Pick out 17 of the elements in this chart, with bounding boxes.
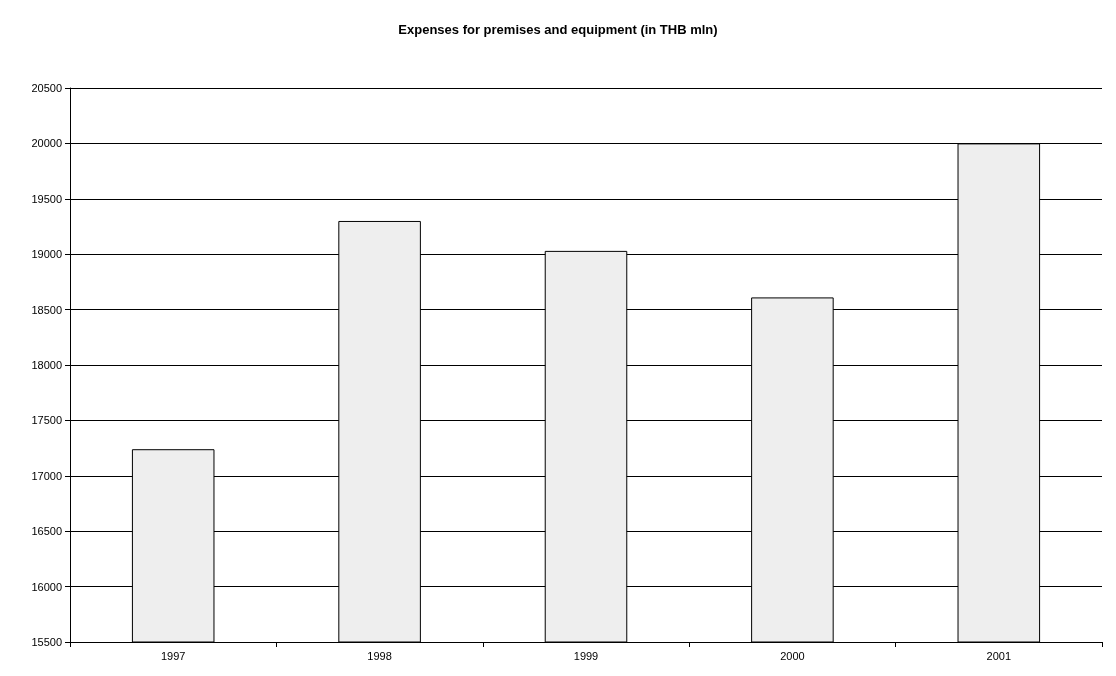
- y-tick-label: 18000: [31, 359, 62, 371]
- y-tick-label: 20000: [31, 137, 62, 150]
- chart-title: Expenses for premises and equipment (in THB mln): [398, 22, 718, 37]
- x-tick-label: 1999: [573, 649, 599, 662]
- y-tick-label: 15500: [31, 636, 62, 648]
- x-tick-label: 2001: [986, 649, 1012, 662]
- y-tick-label: 20500: [31, 82, 62, 94]
- x-tick-label: 1997: [160, 649, 186, 662]
- y-tick-label: 17000: [31, 469, 62, 482]
- x-tick-label: 1998: [367, 649, 392, 662]
- x-tick-label: 2000: [780, 649, 805, 662]
- y-tick-label: 16500: [31, 525, 62, 538]
- y-tick-label: 16000: [31, 580, 62, 593]
- y-tick-label: 19500: [31, 192, 62, 205]
- y-tick-label: 17500: [31, 414, 62, 427]
- y-tick-label: 19000: [31, 248, 62, 261]
- y-tick-label: 18500: [31, 303, 62, 316]
